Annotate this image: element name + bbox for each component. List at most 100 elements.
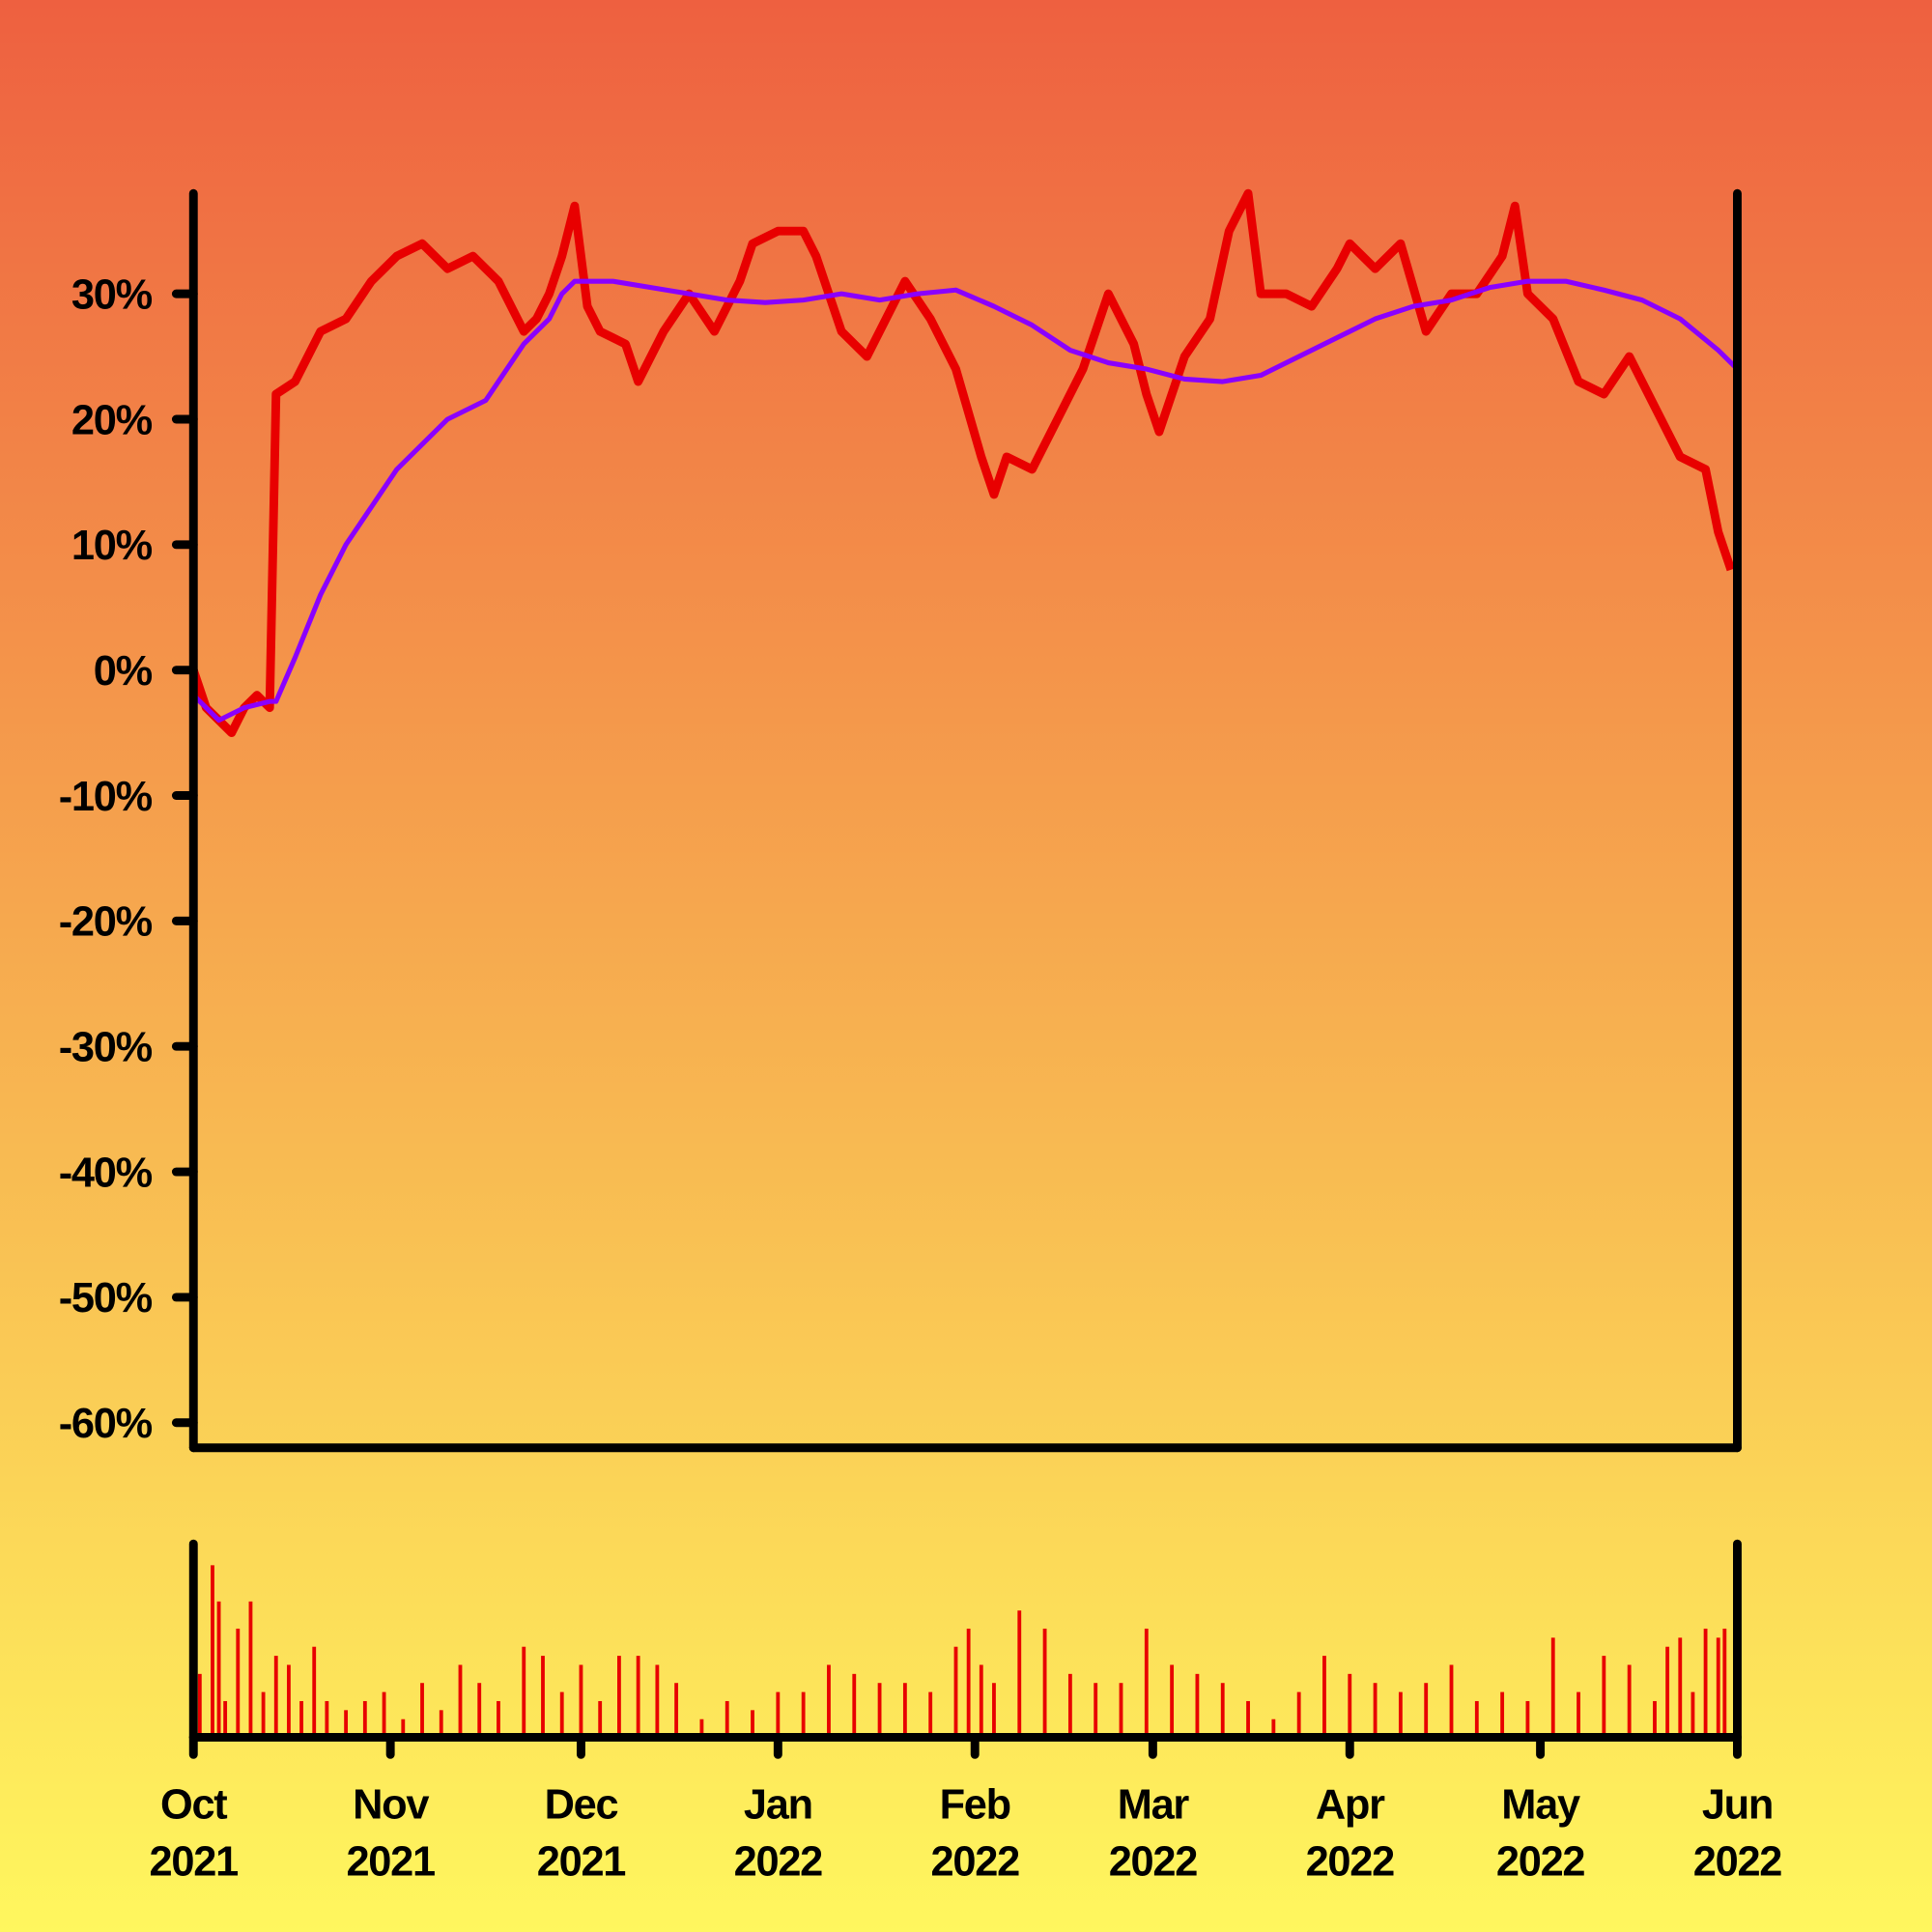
volume-bar	[1220, 1683, 1225, 1738]
volume-bar	[1550, 1637, 1555, 1738]
y-tick-label: -30%	[59, 1025, 153, 1071]
volume-bar	[325, 1700, 329, 1738]
volume-bar	[1119, 1683, 1123, 1738]
volume-bar	[827, 1664, 831, 1738]
volume-bar	[1474, 1700, 1479, 1738]
x-tick-label: Dec 2021	[537, 1782, 626, 1886]
price-line	[189, 188, 1736, 738]
x-tick-label: Apr 2022	[1306, 1782, 1395, 1886]
volume-bar	[1665, 1646, 1670, 1738]
volume-bar	[223, 1700, 228, 1738]
x-tick-label: May 2022	[1496, 1782, 1585, 1886]
volume-bar	[852, 1673, 857, 1738]
volume-bar	[458, 1664, 463, 1738]
volume-bar	[1722, 1628, 1727, 1738]
volume-bar	[1017, 1610, 1022, 1738]
volume-bar	[420, 1683, 424, 1738]
volume-bar	[1144, 1628, 1149, 1738]
volume-bar	[1170, 1664, 1175, 1738]
volume-bar	[1246, 1700, 1250, 1738]
volume-bar	[273, 1656, 278, 1738]
x-tick-label: Oct 2021	[150, 1782, 239, 1886]
volume-bar	[636, 1656, 640, 1738]
volume-bar	[1703, 1628, 1708, 1738]
volume-bar	[1373, 1683, 1378, 1738]
volume-bar	[598, 1700, 603, 1738]
volume-bar	[674, 1683, 679, 1738]
volume-bar	[953, 1646, 958, 1738]
volume-bar	[1577, 1691, 1580, 1738]
volume-bar	[1690, 1691, 1695, 1738]
volume-bar	[1348, 1673, 1352, 1738]
volume-bar	[1525, 1700, 1530, 1738]
volume-bar	[1653, 1700, 1657, 1738]
average-line	[191, 278, 1740, 724]
volume-bar	[1296, 1691, 1301, 1738]
volume-bar	[312, 1646, 317, 1738]
plot	[189, 188, 1740, 1738]
y-tick-label: -10%	[59, 774, 153, 820]
y-tick-label: -60%	[59, 1401, 153, 1447]
volume-bar	[1627, 1664, 1632, 1738]
y-tick-label: -50%	[59, 1275, 153, 1321]
volume-bar	[248, 1601, 253, 1738]
volume-bar	[236, 1628, 241, 1738]
volume-bar	[439, 1710, 443, 1738]
y-tick-label: 0%	[94, 648, 153, 695]
volume-bar	[1067, 1673, 1072, 1738]
y-tick-label: 10%	[71, 523, 153, 569]
volume-bar	[655, 1664, 660, 1738]
volume-bar	[992, 1683, 996, 1738]
volume-bar	[522, 1646, 526, 1738]
volume-bar	[1094, 1683, 1098, 1738]
volume-bar	[1500, 1691, 1505, 1738]
volume-bar	[801, 1691, 806, 1738]
volume-bar	[559, 1691, 564, 1738]
y-tick-label: -40%	[59, 1150, 153, 1196]
volume-bar	[211, 1565, 214, 1738]
volume-bar	[724, 1700, 729, 1738]
volume-bar	[979, 1664, 983, 1738]
volume-bar	[1449, 1664, 1454, 1738]
volume-bar	[1271, 1719, 1276, 1738]
volume-bar	[579, 1664, 583, 1738]
volume-bar	[928, 1691, 933, 1738]
volume-bar	[216, 1601, 221, 1738]
volume-bar	[966, 1628, 971, 1738]
volume-bar	[1398, 1691, 1403, 1738]
volume-bar	[1678, 1637, 1683, 1738]
volume-bar	[261, 1691, 266, 1738]
volume-bar	[1424, 1683, 1429, 1738]
y-tick-label: -20%	[59, 899, 153, 946]
volume-bar	[541, 1656, 545, 1738]
volume-bar	[197, 1673, 202, 1738]
volume-bar	[751, 1710, 754, 1738]
volume-bar	[382, 1691, 386, 1738]
y-tick-label: 30%	[71, 271, 153, 318]
x-tick-label: Mar 2022	[1109, 1782, 1198, 1886]
volume-bar	[362, 1700, 367, 1738]
volume-bar	[497, 1700, 500, 1738]
x-tick-label: Feb 2022	[931, 1782, 1020, 1886]
volume-bar	[299, 1700, 303, 1738]
x-tick-label: Jun 2022	[1693, 1782, 1782, 1886]
volume-bar	[1042, 1628, 1047, 1738]
volume-bar	[617, 1656, 621, 1738]
x-tick-label: Nov 2021	[346, 1782, 435, 1886]
volume-bar	[776, 1691, 781, 1738]
volume-bar	[1195, 1673, 1200, 1738]
volume-bar	[477, 1683, 482, 1738]
x-tick-label: Jan 2022	[734, 1782, 823, 1886]
volume-bar	[1602, 1656, 1606, 1738]
y-tick-label: 20%	[71, 397, 153, 443]
volume-bar	[877, 1683, 882, 1738]
volume-bar	[902, 1683, 907, 1738]
volume-bar	[1322, 1656, 1326, 1738]
volume-bar	[286, 1664, 291, 1738]
volume-bar	[401, 1719, 406, 1738]
volume-bar	[1716, 1637, 1720, 1738]
volume-bar	[344, 1710, 349, 1738]
